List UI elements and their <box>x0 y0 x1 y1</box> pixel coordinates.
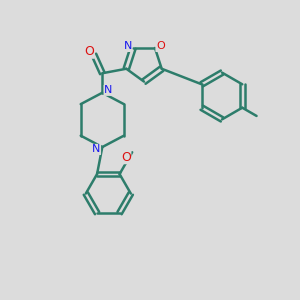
Text: O: O <box>121 151 131 164</box>
Text: O: O <box>84 45 94 58</box>
Text: N: N <box>124 41 132 52</box>
Text: O: O <box>156 41 165 52</box>
Text: N: N <box>104 85 112 95</box>
Text: N: N <box>92 144 100 154</box>
